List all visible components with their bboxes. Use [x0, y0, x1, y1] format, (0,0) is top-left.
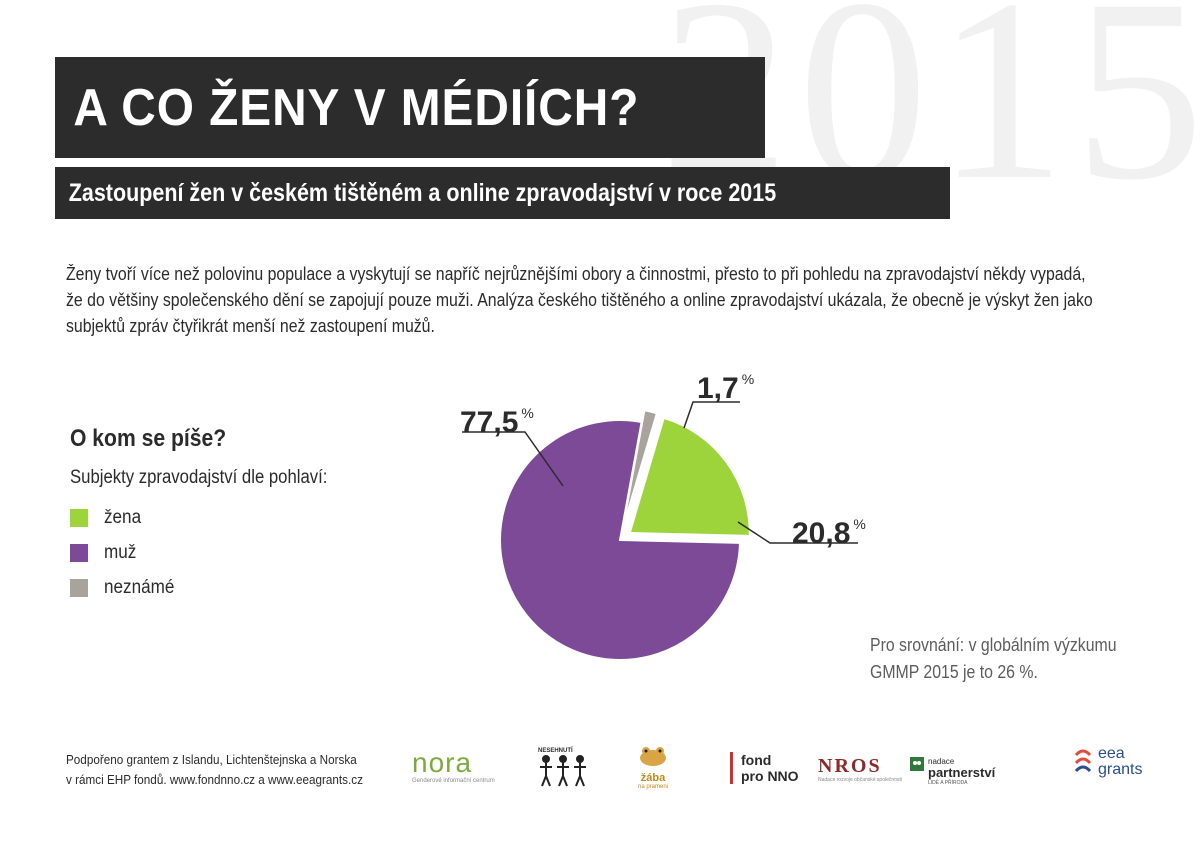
comparison-line: GMMP 2015 je to 26 %.: [870, 662, 1038, 682]
zaba-logo-text: žába: [640, 772, 666, 784]
legend-item-zena: žena: [70, 507, 145, 529]
intro-line: že do většiny společenského dění se zapo…: [66, 290, 1093, 310]
unit-label-zena: %: [853, 516, 865, 532]
eea-logo-line2: grants: [1098, 761, 1143, 778]
fond-logo-line1: fond: [741, 752, 772, 768]
zaba-logo-subtext: na prameni: [637, 784, 669, 790]
fond-logo-line2: pro NNO: [741, 768, 799, 784]
legend-swatch-muz: [70, 544, 88, 562]
partnerstvi-logo-line1: nadace: [928, 757, 955, 766]
legend-title: O kom se píše?: [70, 425, 227, 452]
legend-label-zena: žena: [104, 507, 142, 528]
leader-line-nezname: [683, 401, 740, 429]
pie-slice-zena: [628, 416, 751, 537]
nora-logo: nora Genderové informační centrum: [412, 747, 502, 785]
page-title: A CO ŽENY V MÉDIÍCH?: [73, 78, 640, 137]
zaba-logo: žába na prameni: [628, 745, 678, 790]
intro-line: subjektů zpráv čtyřikrát menší než zasto…: [66, 316, 435, 336]
value-label-zena: 20,8: [792, 517, 850, 550]
nadace-partnerstvi-logo: nadace partnerství LIDÉ A PŘÍRODA: [910, 757, 995, 786]
footer-line: Podpořeno grantem z Islandu, Lichtenštej…: [66, 752, 357, 767]
frog-icon: [640, 747, 666, 766]
unit-label-muz: %: [521, 405, 533, 421]
legend-swatch-nezname: [70, 579, 88, 597]
nros-logo-text: NROS: [818, 755, 882, 777]
value-label-muz: 77,5: [460, 406, 518, 439]
legend-swatch-zena: [70, 509, 88, 527]
comparison-note: Pro srovnání: v globálním výzkumu GMMP 2…: [870, 632, 1117, 686]
pie-slice-nezname: [621, 409, 659, 529]
eea-logo-line1: eea: [1098, 745, 1125, 762]
unit-label-nezname: %: [742, 371, 754, 387]
nora-logo-text: nora: [412, 747, 473, 778]
footer-line: v rámci EHP fondů. www.fondnno.cz a www.…: [66, 772, 363, 787]
footer-text: Podpořeno grantem z Islandu, Lichtenštej…: [66, 750, 363, 790]
eea-grants-logo: eea grants: [1072, 745, 1142, 779]
partnerstvi-logo-subtext: LIDÉ A PŘÍRODA: [928, 780, 968, 786]
partnerstvi-logo-line2: partnerství: [928, 765, 996, 780]
fond-pro-nno-logo: fond pro NNO: [730, 752, 799, 784]
legend-item-nezname: neznámé: [70, 577, 182, 599]
comparison-line: Pro srovnání: v globálním výzkumu: [870, 635, 1117, 655]
legend-item-muz: muž: [70, 542, 140, 564]
nora-logo-subtext: Genderové informační centrum: [412, 778, 495, 784]
eea-grants-mark-icon: [1074, 749, 1092, 773]
legend-subtitle: Subjekty zpravodajství dle pohlaví:: [70, 467, 328, 488]
leader-line-muz: [462, 431, 564, 487]
page-subtitle: Zastoupení žen v českém tištěném a onlin…: [68, 178, 777, 207]
title-banner: A CO ŽENY V MÉDIÍCH?: [55, 57, 765, 158]
intro-line: Ženy tvoří více než polovinu populace a …: [66, 264, 1086, 284]
nros-logo: NROS Nadace rozvoje občanské společnosti: [818, 755, 902, 783]
pie-slice-muz: [499, 419, 741, 661]
nros-logo-subtext: Nadace rozvoje občanské společnosti: [818, 777, 902, 783]
partnerstvi-mark-icon: [910, 757, 924, 771]
legend-label-muz: muž: [104, 542, 137, 563]
value-label-nezname: 1,7: [697, 372, 739, 405]
nesehnuti-logo: NESEHNUTÍ: [538, 748, 588, 793]
leader-line-zena: [737, 521, 858, 544]
intro-paragraph: Ženy tvoří více než polovinu populace a …: [66, 261, 1122, 339]
subtitle-banner: Zastoupení žen v českém tištěném a onlin…: [55, 167, 950, 219]
legend-label-nezname: neznámé: [104, 577, 175, 598]
nesehnuti-logo-text: NESEHNUTÍ: [538, 748, 573, 754]
nesehnuti-figures-icon: [540, 755, 586, 787]
